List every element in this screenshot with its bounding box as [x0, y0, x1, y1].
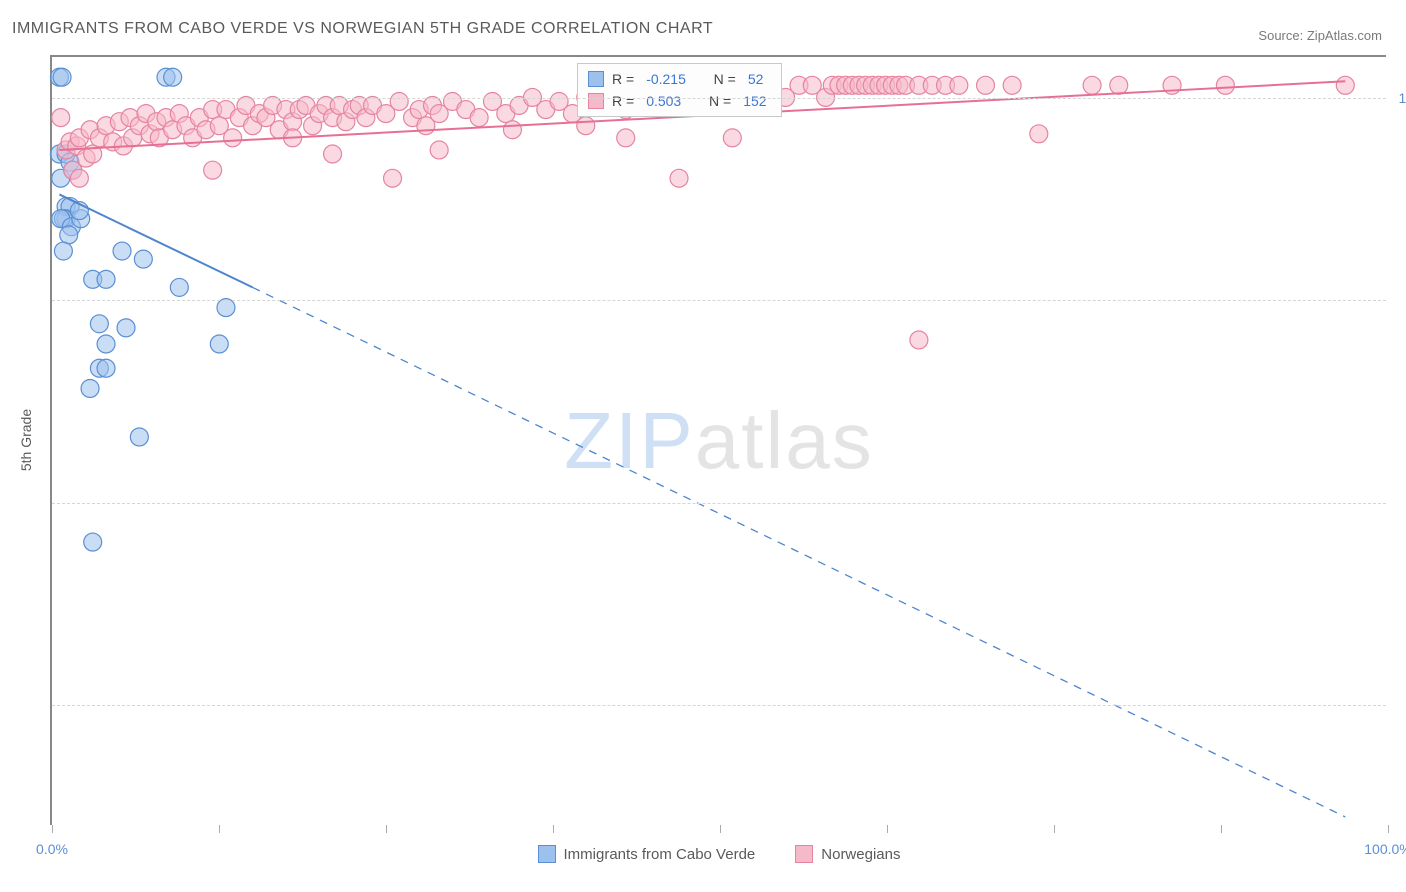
- stat-n-label: N =: [709, 90, 731, 112]
- x-tick: [1221, 825, 1222, 833]
- data-point: [210, 335, 228, 353]
- legend-item: Immigrants from Cabo Verde: [538, 845, 756, 863]
- legend-item: Norwegians: [795, 845, 900, 863]
- source-attribution: Source: ZipAtlas.com: [1258, 28, 1382, 43]
- trend-line-extrapolated: [253, 287, 1346, 817]
- data-point: [53, 68, 71, 86]
- data-point: [97, 359, 115, 377]
- x-tick-label: 100.0%: [1364, 841, 1406, 857]
- x-tick: [720, 825, 721, 833]
- data-point: [577, 117, 595, 135]
- data-point: [130, 428, 148, 446]
- data-point: [324, 145, 342, 163]
- series-swatch: [588, 93, 604, 109]
- data-point: [503, 121, 521, 139]
- stat-r-value: -0.215: [642, 68, 690, 90]
- y-tick-label: 90.0%: [1391, 495, 1406, 511]
- data-point: [97, 270, 115, 288]
- stat-n-value: 52: [744, 68, 768, 90]
- stat-r-value: 0.503: [642, 90, 685, 112]
- legend-swatch: [795, 845, 813, 863]
- data-point: [1110, 76, 1128, 94]
- gridline-horizontal: [52, 300, 1386, 301]
- gridline-horizontal: [52, 705, 1386, 706]
- x-tick: [1054, 825, 1055, 833]
- data-point: [164, 68, 182, 86]
- data-point: [134, 250, 152, 268]
- data-point: [90, 315, 108, 333]
- y-tick-label: 85.0%: [1391, 697, 1406, 713]
- stat-r-label: R =: [612, 68, 634, 90]
- data-point: [117, 319, 135, 337]
- stat-n-label: N =: [714, 68, 736, 90]
- y-tick-label: 100.0%: [1391, 90, 1406, 106]
- data-point: [910, 331, 928, 349]
- data-point: [84, 533, 102, 551]
- data-point: [217, 299, 235, 317]
- data-point: [1336, 76, 1354, 94]
- gridline-horizontal: [52, 503, 1386, 504]
- y-axis-title: 5th Grade: [18, 409, 34, 471]
- data-point: [204, 161, 222, 179]
- data-point: [70, 169, 88, 187]
- chart-svg-layer: [52, 57, 1386, 825]
- series-swatch: [588, 71, 604, 87]
- legend-label: Immigrants from Cabo Verde: [564, 846, 756, 863]
- data-point: [670, 169, 688, 187]
- legend-swatch: [538, 845, 556, 863]
- correlation-stats-box: R =-0.215 N =52R =0.503 N =152: [577, 63, 782, 117]
- x-tick: [1388, 825, 1389, 833]
- data-point: [390, 92, 408, 110]
- data-point: [170, 278, 188, 296]
- data-point: [1003, 76, 1021, 94]
- data-point: [113, 242, 131, 260]
- stat-r-label: R =: [612, 90, 634, 112]
- data-point: [470, 109, 488, 127]
- data-point: [617, 129, 635, 147]
- stat-n-value: 152: [739, 90, 770, 112]
- x-tick: [553, 825, 554, 833]
- data-point: [54, 242, 72, 260]
- y-tick-label: 95.0%: [1391, 292, 1406, 308]
- data-point: [224, 129, 242, 147]
- stats-row: R = -0.215 N = 52: [588, 68, 771, 90]
- chart-legend: Immigrants from Cabo Verde Norwegians: [52, 845, 1386, 863]
- legend-label: Norwegians: [821, 846, 900, 863]
- x-tick: [887, 825, 888, 833]
- chart-title: IMMIGRANTS FROM CABO VERDE VS NORWEGIAN …: [12, 20, 713, 38]
- data-point: [384, 169, 402, 187]
- gridline-horizontal: [52, 98, 1386, 99]
- chart-plot-area: ZIPatlas R =-0.215 N =52R =0.503 N =152 …: [50, 55, 1386, 825]
- data-point: [977, 76, 995, 94]
- data-point: [723, 129, 741, 147]
- x-tick: [52, 825, 53, 833]
- data-point: [1083, 76, 1101, 94]
- data-point: [97, 335, 115, 353]
- x-tick-label: 0.0%: [36, 841, 68, 857]
- data-point: [1030, 125, 1048, 143]
- data-point: [430, 141, 448, 159]
- data-point: [52, 109, 70, 127]
- x-tick: [219, 825, 220, 833]
- data-point: [60, 226, 78, 244]
- data-point: [81, 379, 99, 397]
- stats-row: R = 0.503 N = 152: [588, 90, 771, 112]
- data-point: [950, 76, 968, 94]
- x-tick: [386, 825, 387, 833]
- source-label: Source:: [1258, 28, 1303, 43]
- data-point: [1216, 76, 1234, 94]
- source-value: ZipAtlas.com: [1307, 28, 1382, 43]
